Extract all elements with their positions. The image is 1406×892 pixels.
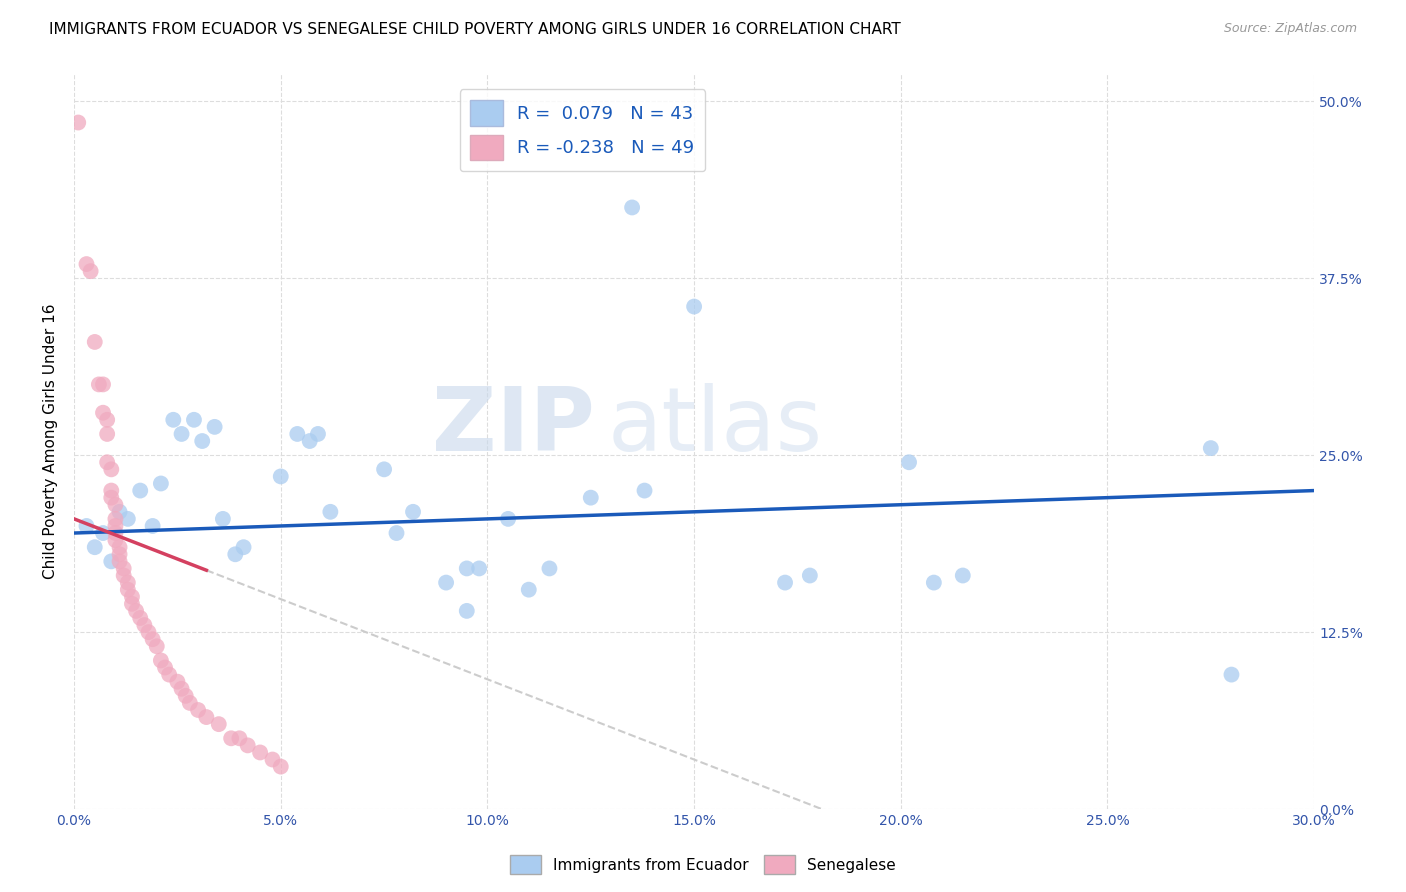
Point	[117, 582, 139, 597]
Point	[456, 561, 478, 575]
Point	[236, 739, 259, 753]
Point	[952, 568, 974, 582]
Point	[270, 759, 292, 773]
Point	[104, 512, 127, 526]
Point	[91, 526, 114, 541]
Point	[434, 575, 457, 590]
Point	[232, 540, 254, 554]
Point	[76, 257, 98, 271]
Point	[104, 526, 127, 541]
Point	[149, 653, 172, 667]
Point	[468, 561, 491, 575]
Y-axis label: Child Poverty Among Girls Under 16: Child Poverty Among Girls Under 16	[44, 303, 58, 579]
Point	[402, 505, 425, 519]
Text: atlas: atlas	[607, 383, 823, 470]
Point	[121, 597, 143, 611]
Point	[170, 426, 193, 441]
Point	[157, 667, 180, 681]
Point	[228, 731, 250, 746]
Text: Source: ZipAtlas.com: Source: ZipAtlas.com	[1223, 22, 1357, 36]
Point	[121, 590, 143, 604]
Point	[285, 426, 308, 441]
Point	[1220, 667, 1243, 681]
Point	[195, 710, 218, 724]
Point	[219, 731, 242, 746]
Point	[91, 406, 114, 420]
Point	[96, 413, 118, 427]
Point	[166, 674, 188, 689]
Text: ZIP: ZIP	[432, 383, 595, 470]
Point	[112, 568, 135, 582]
Legend: Immigrants from Ecuador, Senegalese: Immigrants from Ecuador, Senegalese	[505, 849, 901, 880]
Legend: R =  0.079   N = 43, R = -0.238   N = 49: R = 0.079 N = 43, R = -0.238 N = 49	[460, 89, 706, 171]
Point	[112, 561, 135, 575]
Point	[262, 752, 284, 766]
Text: IMMIGRANTS FROM ECUADOR VS SENEGALESE CHILD POVERTY AMONG GIRLS UNDER 16 CORRELA: IMMIGRANTS FROM ECUADOR VS SENEGALESE CH…	[49, 22, 901, 37]
Point	[621, 201, 644, 215]
Point	[108, 540, 131, 554]
Point	[142, 632, 165, 647]
Point	[270, 469, 292, 483]
Point	[79, 264, 101, 278]
Point	[100, 491, 122, 505]
Point	[138, 625, 160, 640]
Point	[683, 300, 706, 314]
Point	[96, 455, 118, 469]
Point	[104, 533, 127, 548]
Point	[145, 640, 167, 654]
Point	[96, 426, 118, 441]
Point	[922, 575, 945, 590]
Point	[183, 413, 205, 427]
Point	[91, 377, 114, 392]
Point	[153, 660, 176, 674]
Point	[108, 554, 131, 568]
Point	[125, 604, 148, 618]
Point	[204, 420, 226, 434]
Point	[579, 491, 602, 505]
Point	[373, 462, 395, 476]
Point	[104, 519, 127, 533]
Point	[83, 334, 105, 349]
Point	[83, 540, 105, 554]
Point	[496, 512, 519, 526]
Point	[162, 413, 184, 427]
Point	[100, 462, 122, 476]
Point	[298, 434, 321, 448]
Point	[129, 611, 152, 625]
Point	[208, 717, 231, 731]
Point	[100, 554, 122, 568]
Point	[87, 377, 110, 392]
Point	[187, 703, 209, 717]
Point	[633, 483, 655, 498]
Point	[134, 618, 156, 632]
Point	[1199, 441, 1222, 455]
Point	[191, 434, 214, 448]
Point	[773, 575, 796, 590]
Point	[108, 505, 131, 519]
Point	[249, 746, 271, 760]
Point	[517, 582, 540, 597]
Point	[385, 526, 408, 541]
Point	[67, 115, 90, 129]
Point	[117, 575, 139, 590]
Point	[179, 696, 201, 710]
Point	[129, 483, 152, 498]
Point	[538, 561, 561, 575]
Point	[456, 604, 478, 618]
Point	[799, 568, 821, 582]
Point	[224, 547, 246, 561]
Point	[898, 455, 921, 469]
Point	[117, 512, 139, 526]
Point	[149, 476, 172, 491]
Point	[174, 689, 197, 703]
Point	[142, 519, 165, 533]
Point	[212, 512, 235, 526]
Point	[170, 681, 193, 696]
Point	[319, 505, 342, 519]
Point	[307, 426, 329, 441]
Point	[100, 483, 122, 498]
Point	[104, 498, 127, 512]
Point	[76, 519, 98, 533]
Point	[108, 547, 131, 561]
